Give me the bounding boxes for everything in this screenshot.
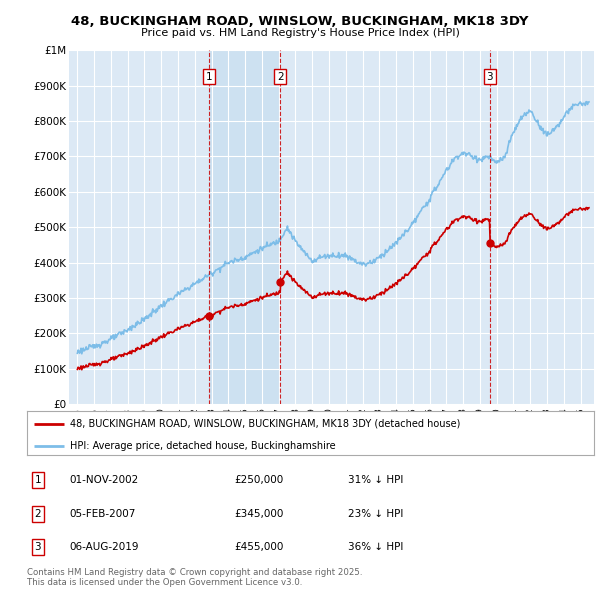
Text: 48, BUCKINGHAM ROAD, WINSLOW, BUCKINGHAM, MK18 3DY (detached house): 48, BUCKINGHAM ROAD, WINSLOW, BUCKINGHAM… (70, 419, 460, 428)
Text: 1: 1 (34, 475, 41, 485)
Text: 2: 2 (34, 509, 41, 519)
Text: 2: 2 (277, 72, 283, 81)
Text: 3: 3 (487, 72, 493, 81)
Text: 31% ↓ HPI: 31% ↓ HPI (348, 475, 403, 485)
Text: 05-FEB-2007: 05-FEB-2007 (69, 509, 136, 519)
Bar (209, 50, 280, 404)
Text: 1: 1 (206, 72, 212, 81)
Text: £345,000: £345,000 (234, 509, 283, 519)
Text: Price paid vs. HM Land Registry's House Price Index (HPI): Price paid vs. HM Land Registry's House … (140, 28, 460, 38)
Text: Contains HM Land Registry data © Crown copyright and database right 2025.
This d: Contains HM Land Registry data © Crown c… (27, 568, 362, 587)
Text: 36% ↓ HPI: 36% ↓ HPI (348, 542, 403, 552)
Text: 01-NOV-2002: 01-NOV-2002 (69, 475, 138, 485)
Text: 06-AUG-2019: 06-AUG-2019 (69, 542, 139, 552)
Text: 23% ↓ HPI: 23% ↓ HPI (348, 509, 403, 519)
Text: 48, BUCKINGHAM ROAD, WINSLOW, BUCKINGHAM, MK18 3DY: 48, BUCKINGHAM ROAD, WINSLOW, BUCKINGHAM… (71, 15, 529, 28)
Text: £250,000: £250,000 (234, 475, 283, 485)
Text: HPI: Average price, detached house, Buckinghamshire: HPI: Average price, detached house, Buck… (70, 441, 335, 451)
Text: £455,000: £455,000 (234, 542, 283, 552)
Text: 3: 3 (34, 542, 41, 552)
